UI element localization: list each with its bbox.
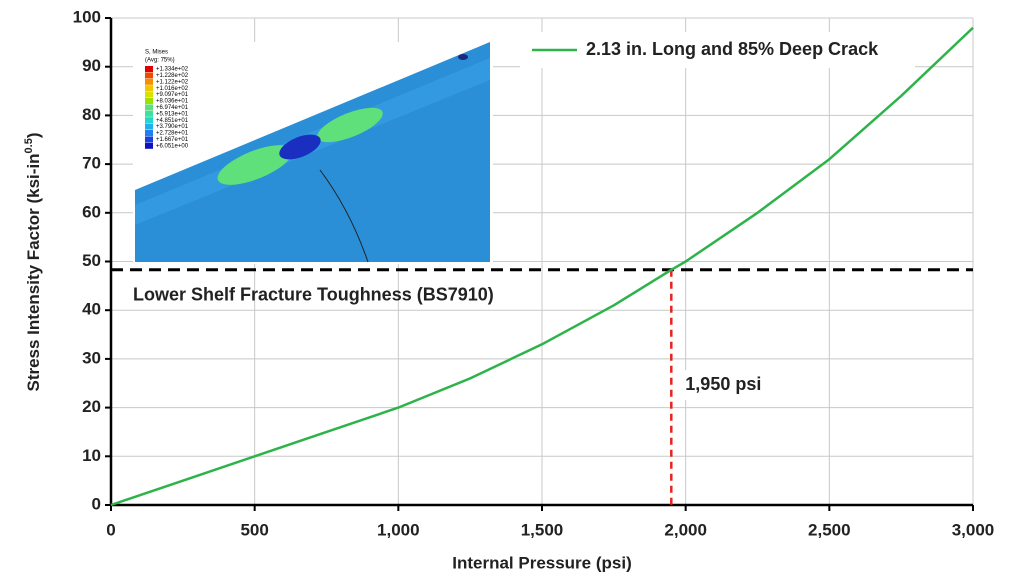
legend-label: 2.13 in. Long and 85% Deep Crack xyxy=(586,39,879,59)
y-tick-label: 90 xyxy=(82,56,101,75)
inset-swatch xyxy=(145,104,153,110)
marker-label: 1,950 psi xyxy=(685,374,761,394)
y-axis-title-sup: 0.5 xyxy=(23,138,35,153)
inset-level: +4.851e+01 xyxy=(156,118,189,124)
inset-swatch xyxy=(145,72,153,78)
inset-level: +2.728e+01 xyxy=(156,131,189,137)
y-tick-label: 10 xyxy=(82,446,101,465)
inset-swatch xyxy=(145,124,153,130)
y-tick-label: 50 xyxy=(82,251,101,270)
y-tick-label: 20 xyxy=(82,397,101,416)
x-tick-label: 1,000 xyxy=(377,520,420,539)
y-tick-label: 80 xyxy=(82,105,101,124)
inset-level: +5.913e+01 xyxy=(156,111,189,117)
inset-level: +1.122e+02 xyxy=(156,79,189,85)
y-tick-label: 60 xyxy=(82,202,101,221)
x-tick-label: 0 xyxy=(106,520,115,539)
y-axis-title: Stress Intensity Factor (ksi-in0.5) xyxy=(23,132,44,391)
y-tick-label: 30 xyxy=(82,348,101,367)
y-tick-label: 0 xyxy=(92,494,101,513)
y-axis-title-main: Stress Intensity Factor (ksi-in xyxy=(24,153,43,391)
threshold-label: Lower Shelf Fracture Toughness (BS7910) xyxy=(133,285,494,305)
inset-swatch xyxy=(145,79,153,85)
x-axis-title: Internal Pressure (psi) xyxy=(452,553,632,572)
inset-level: +3.790e+01 xyxy=(156,124,189,130)
y-tick-label: 70 xyxy=(82,154,101,173)
inset-swatch xyxy=(145,143,153,149)
x-tick-label: 500 xyxy=(240,520,268,539)
inset-swatch xyxy=(145,117,153,123)
inset-icon xyxy=(458,54,468,60)
inset-swatch xyxy=(145,130,153,136)
inset-level: +8.036e+01 xyxy=(156,99,189,105)
inset-swatch xyxy=(145,66,153,72)
y-tick-label: 40 xyxy=(82,300,101,319)
inset-level: +1.334e+02 xyxy=(156,67,189,73)
inset-level: +6.051e+00 xyxy=(156,143,189,149)
y-axis-title-end: ) xyxy=(24,132,43,138)
y-tick-label: 100 xyxy=(73,7,101,26)
legend: 2.13 in. Long and 85% Deep Crack xyxy=(520,32,915,68)
fea-inset: S, Mises(Avg: 75%)+1.334e+02+1.228e+02+1… xyxy=(133,42,493,264)
inset-swatch xyxy=(145,136,153,142)
inset-swatch xyxy=(145,111,153,117)
inset-level: +1.228e+02 xyxy=(156,73,189,79)
inset-swatch xyxy=(145,98,153,104)
x-tick-label: 1,500 xyxy=(521,520,564,539)
inset-level: +6.974e+01 xyxy=(156,105,189,111)
inset-level: +1.667e+01 xyxy=(156,137,189,143)
inset-level: +9.097e+01 xyxy=(156,92,189,98)
inset-title: S, Mises xyxy=(145,50,168,56)
x-tick-label: 2,500 xyxy=(808,520,851,539)
chart: S, Mises(Avg: 75%)+1.334e+02+1.228e+02+1… xyxy=(0,0,1023,580)
inset-swatch xyxy=(145,92,153,98)
inset-swatch xyxy=(145,85,153,91)
inset-level: +1.016e+02 xyxy=(156,86,189,92)
inset-subtitle: (Avg: 75%) xyxy=(145,58,175,64)
x-tick-label: 3,000 xyxy=(952,520,995,539)
x-tick-label: 2,000 xyxy=(664,520,707,539)
